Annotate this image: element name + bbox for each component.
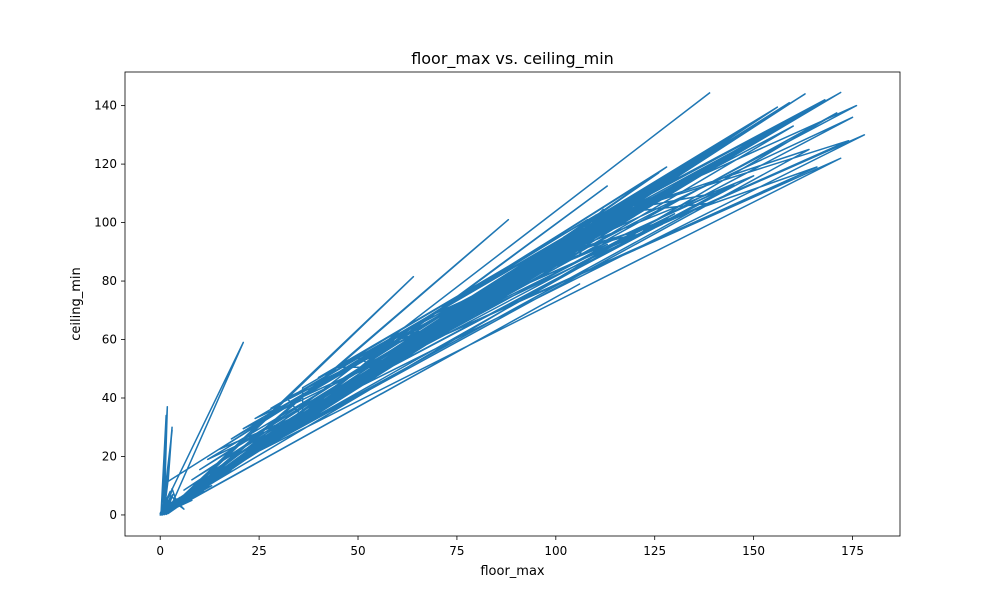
y-tick-label: 20 bbox=[102, 449, 117, 463]
x-axis: 0 25 50 75 100 125 150 175 bbox=[156, 536, 864, 558]
x-tick-label: 50 bbox=[350, 544, 365, 558]
y-tick-label: 0 bbox=[109, 508, 117, 522]
chart-title: floor_max vs. ceiling_min bbox=[411, 49, 614, 69]
y-tick-label: 140 bbox=[94, 99, 117, 113]
series-line-0 bbox=[159, 91, 866, 516]
x-tick-label: 175 bbox=[841, 544, 864, 558]
plot-frame bbox=[124, 71, 901, 537]
x-tick-label: 150 bbox=[742, 544, 765, 558]
x-axis-label: floor_max bbox=[480, 564, 545, 579]
x-tick-label: 100 bbox=[544, 544, 567, 558]
y-tick-label: 40 bbox=[102, 391, 117, 405]
y-tick-label: 80 bbox=[102, 274, 117, 288]
y-tick-label: 100 bbox=[94, 216, 117, 230]
y-tick-label: 60 bbox=[102, 333, 117, 347]
x-tick-label: 25 bbox=[251, 544, 266, 558]
x-tick-label: 0 bbox=[156, 544, 164, 558]
y-axis: 0 20 40 60 80 100 120 140 bbox=[94, 99, 125, 522]
y-axis-label: ceiling_min bbox=[69, 267, 84, 341]
y-tick-label: 120 bbox=[94, 157, 117, 171]
x-tick-label: 75 bbox=[449, 544, 464, 558]
x-tick-label: 125 bbox=[643, 544, 666, 558]
series-layer bbox=[159, 91, 866, 516]
